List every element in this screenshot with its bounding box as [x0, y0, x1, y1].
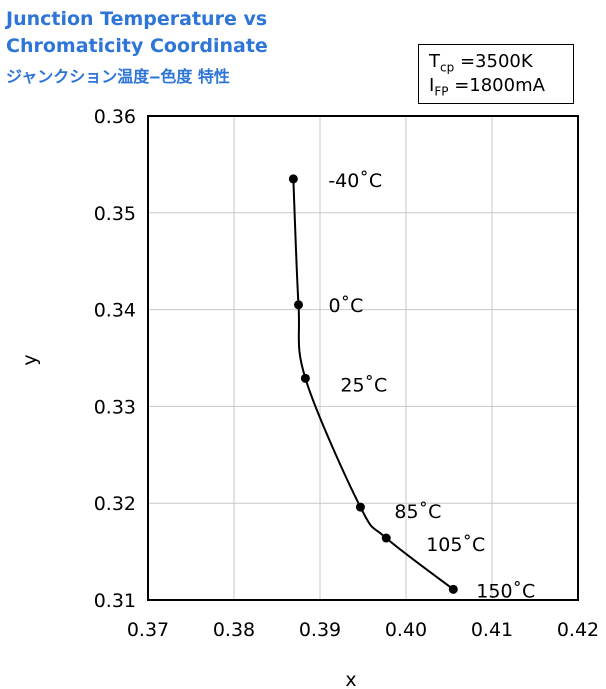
point-temperature-label: 25˚C: [340, 374, 387, 396]
point-temperature-label: 105˚C: [426, 534, 485, 556]
x-tick-label: 0.41: [471, 619, 513, 641]
y-tick-label: 0.32: [94, 493, 136, 515]
y-tick-label: 0.31: [94, 590, 136, 612]
ifp-subscript: FP: [434, 84, 449, 99]
data-point: [288, 174, 298, 184]
point-temperature-label: 0˚C: [329, 295, 364, 317]
x-axis-label: x: [345, 669, 356, 689]
plot-frame: [147, 115, 579, 601]
chart-title-line2: Chromaticity Coordinate: [6, 35, 268, 57]
x-tick-label: 0.38: [213, 619, 255, 641]
ifp-condition: IFP =1800mA: [429, 75, 545, 99]
series-line: [292, 178, 454, 591]
data-point: [300, 373, 310, 383]
data-point: [294, 300, 303, 310]
ifp-label: I: [429, 75, 435, 96]
chart-title-japanese: ジャンクション温度‒色度 特性: [6, 67, 230, 86]
data-point: [355, 502, 365, 512]
x-tick-label: 0.40: [385, 619, 427, 641]
x-tick-label: 0.42: [557, 619, 599, 641]
y-axis-label: y: [19, 354, 41, 365]
tcp-condition: Tcp =3500K: [429, 51, 533, 75]
y-tick-label: 0.35: [94, 203, 136, 225]
tcp-label: T: [429, 51, 440, 72]
y-tick-label: 0.34: [94, 300, 136, 322]
tcp-value: =3500K: [459, 51, 533, 72]
ifp-value: =1800mA: [454, 75, 545, 96]
y-tick-label: 0.33: [94, 396, 136, 418]
data-point: [381, 533, 391, 543]
chart-title-line1: Junction Temperature vs: [6, 8, 268, 30]
x-tick-label: 0.37: [127, 619, 169, 641]
point-temperature-label: 150˚C: [476, 580, 535, 602]
point-temperature-label: 85˚C: [394, 501, 441, 523]
x-tick-label: 0.39: [299, 619, 341, 641]
condition-legend-box: Tcp =3500K IFP =1800mA: [418, 44, 574, 104]
tcp-subscript: cp: [440, 60, 455, 75]
y-tick-label: 0.36: [94, 106, 136, 128]
data-point: [448, 584, 458, 594]
point-temperature-label: -40˚C: [328, 170, 382, 192]
